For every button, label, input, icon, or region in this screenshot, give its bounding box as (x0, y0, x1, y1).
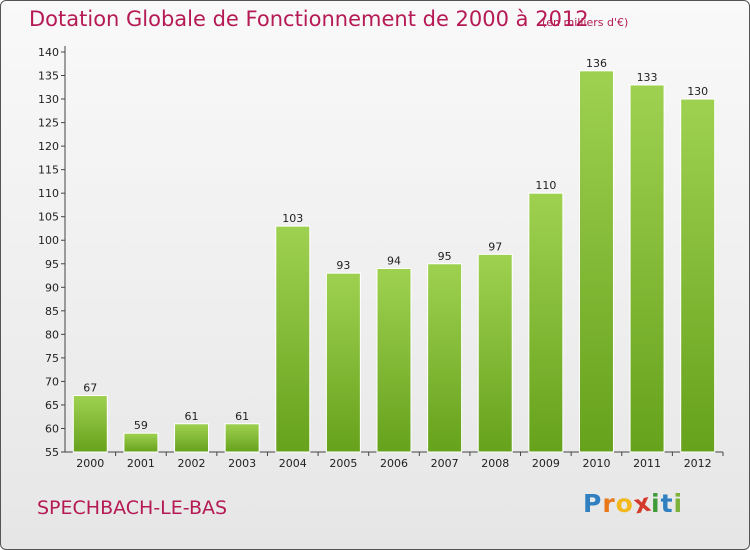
x-tick-label: 2006 (380, 457, 408, 470)
data-label: 95 (438, 250, 452, 263)
y-tick-label: 60 (45, 422, 59, 435)
y-tick-label: 90 (45, 281, 59, 294)
y-tick-label: 85 (45, 305, 59, 318)
x-tick-label: 2001 (127, 457, 155, 470)
bar[interactable] (224, 423, 260, 453)
x-tick-label: 2003 (228, 457, 256, 470)
data-label: 59 (134, 419, 148, 432)
logo-letter: P (583, 489, 603, 518)
data-label: 103 (282, 212, 303, 225)
bar[interactable] (275, 225, 311, 453)
x-tick-label: 2008 (481, 457, 509, 470)
data-label: 136 (586, 57, 607, 70)
y-tick-label: 125 (38, 117, 59, 130)
bar[interactable] (376, 267, 412, 453)
y-tick-label: 135 (38, 70, 59, 83)
data-label: 97 (488, 240, 502, 253)
logo-letter: t (660, 489, 674, 518)
bar[interactable] (427, 263, 463, 453)
y-tick-label: 100 (38, 234, 59, 247)
x-tick-label: 2002 (178, 457, 206, 470)
x-tick-label: 2005 (329, 457, 357, 470)
x-tick-label: 2010 (582, 457, 610, 470)
data-label: 61 (235, 410, 249, 423)
y-tick-label: 140 (38, 46, 59, 59)
x-tick-label: 2007 (431, 457, 459, 470)
bars (72, 70, 716, 453)
x-tick-label: 2011 (633, 457, 661, 470)
bar[interactable] (477, 253, 513, 453)
logo-letter: o (615, 489, 634, 518)
x-axis: 2000 2001 2002 2003 2004 2005 2006 2007 2008 2009… (65, 451, 724, 470)
y-tick-label: 55 (45, 446, 59, 459)
y-tick-label: 110 (38, 187, 59, 200)
x-tick-label: 2004 (279, 457, 307, 470)
data-label: 133 (637, 71, 658, 84)
y-tick-label: 95 (45, 258, 59, 271)
y-tick-label: 120 (38, 140, 59, 153)
y-tick-label: 80 (45, 328, 59, 341)
data-label: 61 (185, 410, 199, 423)
chart-title: Dotation Globale de Fonctionnement de 20… (29, 7, 589, 31)
x-tick-label: 2012 (684, 457, 712, 470)
y-tick-label: 75 (45, 352, 59, 365)
y-tick-label: 130 (38, 93, 59, 106)
logo-letter: r (602, 489, 616, 518)
value-labels: 67 59 61 61 103 93 94 95 97 110 136 133 130 (83, 57, 708, 432)
bar[interactable] (680, 98, 716, 453)
bar[interactable] (123, 432, 159, 453)
x-tick-label: 2009 (532, 457, 560, 470)
data-label: 93 (336, 259, 350, 272)
data-label: 67 (83, 382, 97, 395)
bar[interactable] (325, 272, 361, 453)
bar[interactable] (629, 84, 665, 453)
data-label: 110 (535, 179, 556, 192)
logo-letter: i (651, 489, 661, 518)
y-axis: 55 60 65 70 75 80 85 90 95 100 105 110 115 120 125 130 1… (38, 46, 66, 459)
data-label: 130 (687, 85, 708, 98)
bar[interactable] (578, 70, 614, 453)
bar[interactable] (528, 192, 564, 453)
x-tick-label: 2000 (76, 457, 104, 470)
logo-letter: i (673, 489, 684, 518)
chart-unit: (en milliers d'€) (542, 16, 629, 29)
commune-name: SPECHBACH-LE-BAS (37, 497, 228, 519)
data-label: 94 (387, 254, 401, 267)
y-tick-label: 70 (45, 375, 59, 388)
proxiti-logo[interactable]: Proxiti (583, 488, 684, 520)
bar[interactable] (72, 395, 108, 453)
y-tick-label: 115 (38, 164, 59, 177)
y-tick-label: 105 (38, 211, 59, 224)
y-tick-label: 65 (45, 399, 59, 412)
bar[interactable] (174, 423, 210, 453)
